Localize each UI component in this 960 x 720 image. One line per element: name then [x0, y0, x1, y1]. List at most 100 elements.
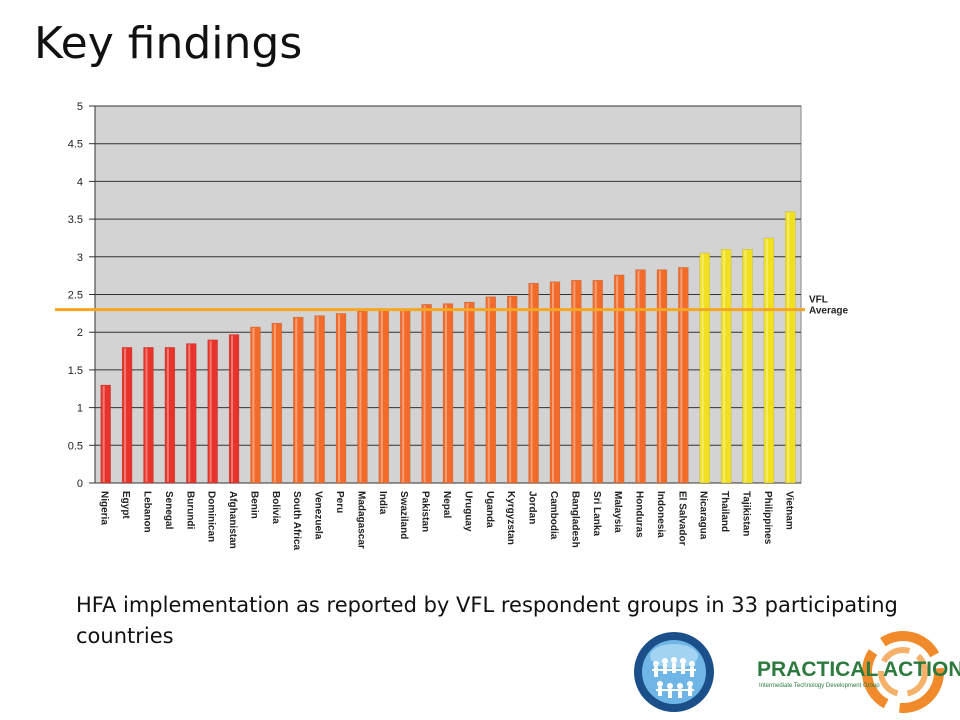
x-tick-label: Dominican: [206, 491, 217, 542]
y-tick-label: 4.5: [68, 139, 83, 151]
bar: [635, 269, 646, 484]
bar-highlight: [509, 297, 512, 482]
bar-highlight: [166, 348, 169, 482]
vfl-globe-logo: [634, 632, 714, 712]
bar-highlight: [487, 297, 490, 482]
x-tick-label: Nicaragua: [698, 491, 709, 540]
x-tick-label: Nepal: [441, 491, 452, 518]
bar: [442, 303, 454, 484]
bar-highlight: [616, 275, 619, 482]
bar-highlight: [316, 316, 319, 482]
bar-highlight: [551, 282, 554, 482]
bar-highlight: [744, 250, 747, 482]
bar-highlight: [145, 348, 148, 482]
y-tick-label: 5: [77, 101, 83, 113]
bar: [485, 296, 497, 484]
bar-highlight: [530, 284, 533, 482]
practical-action-logo: PRACTICAL ACTION Intermediate Technology…: [755, 628, 960, 718]
x-tick-label: Thailand: [719, 491, 730, 532]
y-tick-label: 2.5: [68, 290, 83, 302]
x-tick-label: El Salvador: [676, 491, 687, 546]
y-tick-label: 1: [77, 403, 83, 415]
x-tick-label: Swaziland: [398, 491, 409, 539]
bar: [186, 343, 197, 484]
bar-highlight: [466, 303, 469, 482]
y-tick-label: 4: [77, 176, 83, 188]
slide-title: Key findings: [34, 18, 303, 69]
x-tick-label: Nigeria: [99, 491, 110, 525]
bar-highlight: [594, 281, 597, 482]
bar: [271, 322, 283, 484]
bar: [656, 269, 668, 484]
x-tick-label: Jordan: [527, 491, 538, 524]
bar: [678, 267, 689, 484]
x-tick-label: Tajikistan: [741, 491, 752, 536]
x-tick-label: Egypt: [120, 491, 131, 519]
bar: [378, 309, 390, 484]
bar: [207, 339, 218, 484]
bar: [314, 315, 325, 484]
x-tick-label: Madagascar: [355, 491, 366, 549]
x-tick-label: Lebanon: [141, 491, 152, 533]
bar: [121, 347, 133, 484]
globe-highlight: [650, 644, 698, 668]
x-tick-label: Sri Lanka: [591, 491, 602, 536]
bar-highlight: [124, 348, 127, 482]
x-tick-label: Cambodia: [548, 491, 559, 540]
bar: [464, 301, 475, 484]
bar: [613, 274, 625, 484]
bar-highlight: [295, 318, 298, 482]
bar: [571, 279, 582, 484]
bar: [742, 249, 753, 484]
bar-highlight: [573, 281, 576, 482]
x-tick-label: Kyrgyzstan: [505, 491, 516, 545]
bar-highlight: [231, 335, 234, 482]
y-tick-label: 2: [77, 327, 83, 339]
x-tick-label: Philippines: [762, 491, 773, 545]
bar-highlight: [723, 250, 726, 482]
bar-highlight: [209, 340, 212, 482]
bar: [421, 304, 432, 484]
x-tick-label: Venezuela: [313, 491, 324, 540]
bar-highlight: [658, 270, 661, 482]
x-tick-label: South Africa: [291, 491, 302, 551]
x-tick-label: Afghanistan: [227, 491, 238, 549]
x-tick-label: Bangladesh: [569, 491, 580, 548]
vfl-average-label: VFL: [809, 295, 828, 306]
bar: [100, 384, 111, 484]
bar-highlight: [380, 310, 383, 482]
x-tick-label: Peru: [334, 491, 345, 513]
practical-action-wordmark: PRACTICAL ACTION: [757, 658, 960, 681]
bar: [228, 334, 240, 484]
y-tick-label: 0: [77, 478, 83, 490]
bar-chart: 0 0.5 1 1.5 2 2.5 3 3.5 4 4.5 5 Nigeria Egypt Lebanon…: [55, 101, 849, 551]
bar-highlight: [445, 304, 447, 482]
bar-highlight: [701, 254, 704, 482]
bar-highlight: [402, 310, 405, 482]
bar: [335, 313, 347, 484]
x-tick-label: Pakistan: [420, 491, 431, 532]
bar: [785, 211, 796, 484]
x-tick-label: Bolivia: [270, 491, 281, 524]
bar-highlight: [188, 344, 191, 482]
x-tick-label: Indonesia: [655, 491, 666, 538]
y-tick-label: 1.5: [68, 365, 83, 377]
bar-highlight: [680, 268, 683, 482]
x-tick-label: Uganda: [484, 491, 495, 528]
bar: [720, 249, 732, 484]
bar: [250, 326, 261, 484]
x-tick-label: Malaysia: [612, 491, 623, 533]
bar: [399, 309, 411, 484]
x-tick-label: Benin: [248, 491, 259, 519]
y-tick-label: 3.5: [68, 214, 83, 226]
x-tick-label: Uruguay: [462, 491, 473, 532]
bar-highlight: [102, 385, 105, 482]
bar-highlight: [765, 238, 768, 482]
x-tick-label: Senegal: [163, 491, 174, 530]
bar-highlight: [252, 327, 255, 482]
bar: [592, 279, 604, 484]
y-tick-label: 0.5: [68, 440, 83, 452]
bar-highlight: [637, 270, 640, 482]
people-chain-icon: [652, 657, 696, 698]
swirl-icon: [862, 631, 944, 713]
